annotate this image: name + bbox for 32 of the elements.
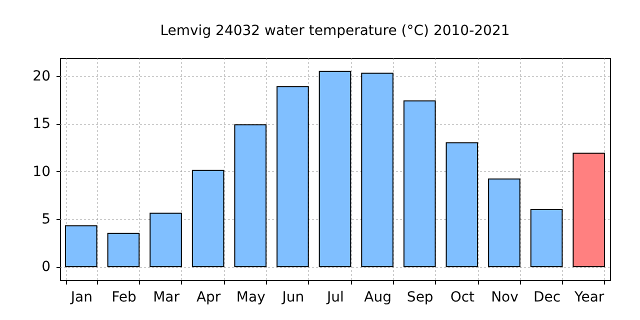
y-tick-label: 20 [32,68,50,85]
x-tick-label: Jul [326,290,344,306]
y-tick-label: 0 [42,259,50,276]
y-tick-label: 15 [32,116,50,132]
bar [446,142,478,268]
bar [107,232,140,268]
x-tick-label: Sep [406,290,434,306]
bar [234,124,267,268]
x-tick-label: Dec [533,290,561,306]
bar [65,225,98,268]
bar [318,70,352,268]
chart-title: Lemvig 24032 water temperature (°C) 2010-2021 [160,23,510,39]
bar [361,72,394,268]
bar [403,100,436,268]
x-tick-label: May [236,290,266,306]
x-tick-label: Feb [112,290,136,306]
bar [488,178,520,268]
bar [192,170,224,268]
bar [572,152,605,268]
y-tick-label: 10 [32,164,50,180]
bar [150,212,182,268]
x-tick-label: Apr [196,290,221,306]
x-tick-label: Jun [281,290,304,306]
x-tick-label: Nov [491,290,518,306]
x-tick-label: Aug [364,290,392,306]
x-tick-label: Oct [450,290,476,306]
x-tick-label: Mar [153,290,180,306]
y-tick-label: 5 [42,212,50,228]
x-tick-label: Year [574,290,604,306]
x-tick-label: Jan [70,290,92,306]
bar [276,86,309,268]
bar [530,208,563,268]
